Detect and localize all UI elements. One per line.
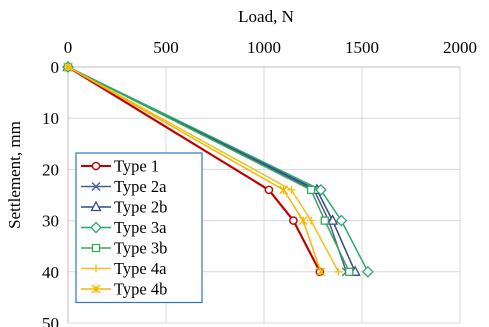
data-point (345, 267, 354, 276)
legend-swatch-marker (90, 200, 102, 212)
legend-item: Type 2b (81, 198, 167, 217)
x-tick-label: 2000 (443, 38, 477, 57)
x-axis-title: Load, N (238, 7, 294, 26)
legend-swatch-marker (92, 264, 100, 273)
series-line (67, 66, 350, 273)
legend-label: Type 1 (114, 157, 159, 176)
x-tick-label: 1000 (247, 38, 281, 57)
legend-item: Type 1 (81, 157, 159, 176)
data-point (334, 267, 343, 276)
data-point (306, 185, 316, 195)
y-tick-label: 40 (42, 263, 59, 282)
x-tick-label: 0 (64, 38, 73, 57)
legend-swatch-marker (90, 221, 102, 234)
x-tick-label: 500 (153, 38, 179, 57)
data-point (335, 214, 348, 227)
data-series (62, 60, 374, 278)
series-type-4b (63, 62, 326, 277)
legend-label: Type 4a (114, 259, 167, 278)
axes (67, 66, 460, 323)
data-point (314, 183, 327, 196)
y-tick-label: 0 (51, 58, 60, 77)
series-line (67, 66, 356, 273)
legend-item: Type 3a (81, 218, 167, 237)
series-line (67, 66, 369, 273)
data-point (279, 185, 289, 195)
y-axis-title: Settlement, mm (5, 121, 24, 229)
y-tick-label: 20 (42, 160, 59, 179)
legend-swatch-marker (91, 161, 101, 171)
data-point (298, 216, 308, 226)
legend-item: Type 4a (81, 259, 167, 278)
series-line (67, 66, 340, 273)
data-point (289, 216, 298, 225)
legend-swatch-marker (91, 243, 101, 253)
legend-item: Type 4b (81, 280, 167, 299)
data-point (287, 185, 296, 194)
y-tick-labels: 0 10 20 30 40 50 (42, 58, 59, 327)
data-point (63, 62, 73, 72)
data-point (316, 267, 326, 277)
x-tick-labels: 0 500 1000 1500 2000 (64, 38, 477, 57)
data-point (307, 216, 316, 225)
y-tick-label: 30 (42, 212, 59, 231)
series-line (67, 66, 321, 273)
legend-item: Type 3b (81, 239, 167, 258)
series-line (67, 66, 322, 273)
legend-label: Type 4b (114, 280, 167, 299)
legend-swatch-marker (91, 182, 101, 191)
legend-label: Type 3b (114, 239, 167, 258)
data-point (327, 214, 339, 225)
data-point (320, 216, 329, 225)
y-tick-label: 50 (42, 314, 59, 327)
legend-swatch-marker (91, 284, 101, 294)
legend-item: Type 2a (81, 177, 167, 196)
data-point (264, 185, 274, 195)
y-tick-label: 10 (42, 109, 59, 128)
legend-label: Type 3a (114, 218, 167, 237)
x-tick-label: 1500 (345, 38, 379, 57)
data-point (361, 265, 374, 278)
legend-label: Type 2b (114, 198, 167, 217)
legend-label: Type 2a (114, 177, 167, 196)
